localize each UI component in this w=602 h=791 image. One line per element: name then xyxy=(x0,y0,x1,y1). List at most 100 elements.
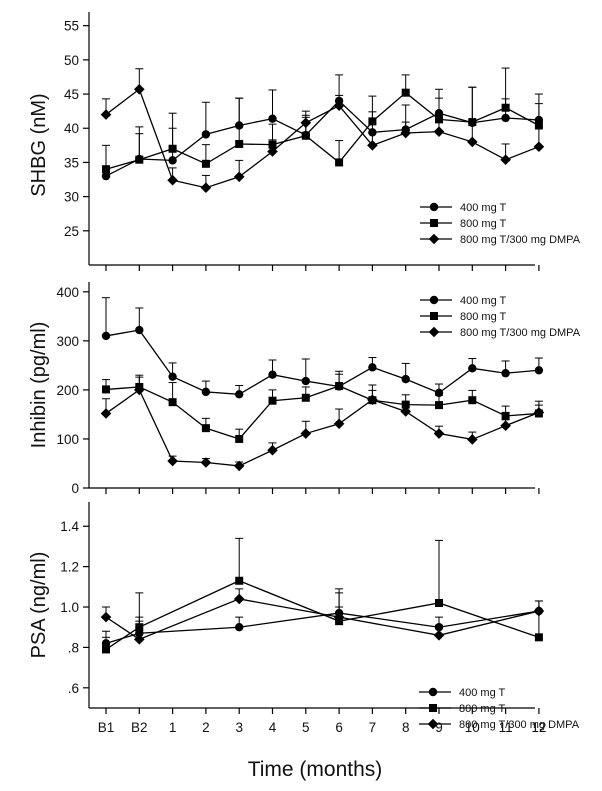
x-tick-label: B1 xyxy=(98,720,115,735)
data-point xyxy=(467,434,478,445)
legend-label: 400 mg T xyxy=(460,295,507,307)
legend: 400 mg T 800 mg T 800 mg T/300 mg DMPA xyxy=(420,202,581,246)
x-tick-label: 3 xyxy=(235,720,243,735)
series-line xyxy=(105,385,539,440)
legend-marker xyxy=(429,295,439,305)
data-point xyxy=(167,455,178,467)
data-point xyxy=(235,623,244,632)
y-tick-label: 100 xyxy=(56,432,79,447)
shared-x-axis: B1 B2 1 2 3 4 5 6 7 8 9 10 11 12 xyxy=(98,720,547,735)
x-axis-label: Time (months) xyxy=(248,758,383,781)
data-point xyxy=(102,645,110,654)
data-point xyxy=(102,165,110,174)
y-tick-label: 30 xyxy=(64,190,79,205)
data-point xyxy=(367,394,378,406)
x-tick-label: 12 xyxy=(531,720,546,735)
data-point xyxy=(167,174,178,186)
x-tick-label: 1 xyxy=(169,720,177,735)
data-point xyxy=(368,363,377,372)
x-tick-label: 2 xyxy=(202,720,210,735)
data-point xyxy=(468,364,477,373)
x-tick-label: 6 xyxy=(335,720,343,735)
series-800-mg-t-300-mg-dmpa xyxy=(100,588,545,645)
data-point xyxy=(301,393,310,402)
data-point xyxy=(200,457,212,468)
data-point xyxy=(300,117,312,129)
data-point xyxy=(500,154,511,165)
data-point xyxy=(501,411,510,420)
data-point xyxy=(501,113,510,123)
data-point xyxy=(501,369,510,378)
data-point xyxy=(134,634,145,645)
x-tick-label: 10 xyxy=(465,720,480,735)
y-tick-label: 400 xyxy=(56,285,79,300)
legend-label: 800 mg T/300 mg DMPA xyxy=(460,234,581,246)
x-tick-label: 9 xyxy=(435,720,443,735)
data-point xyxy=(267,444,278,456)
x-tick-label: 7 xyxy=(369,720,377,735)
data-point xyxy=(102,385,110,394)
data-point xyxy=(135,325,144,335)
data-point xyxy=(368,128,377,137)
data-point xyxy=(501,103,510,112)
data-point xyxy=(100,109,112,120)
data-point xyxy=(534,633,543,642)
legend-label: 800 mg T xyxy=(460,218,507,230)
series-800-mg-t xyxy=(102,537,543,654)
data-point xyxy=(100,408,112,419)
y-axis-label: SHBG (nM) xyxy=(28,93,50,196)
data-point xyxy=(267,146,278,157)
data-point xyxy=(401,374,410,384)
shbg-panel: 25 30 35 40 45 50 55 SHBG (nM) 400 mg T 800 mg T 8… xyxy=(28,12,581,271)
data-point xyxy=(400,127,411,139)
data-point xyxy=(533,605,545,617)
data-point xyxy=(467,136,478,148)
data-point xyxy=(367,140,378,151)
data-point xyxy=(400,406,411,417)
y-tick-label: 25 xyxy=(64,224,79,239)
series-800-mg-t xyxy=(102,370,543,443)
series-line xyxy=(105,88,540,189)
data-point xyxy=(534,121,543,130)
legend-marker xyxy=(428,687,438,697)
data-point xyxy=(333,611,345,623)
data-point xyxy=(301,131,310,140)
data-point xyxy=(300,428,312,439)
x-tick-label: B2 xyxy=(131,720,148,735)
data-point xyxy=(401,88,410,97)
data-point xyxy=(534,366,544,375)
series-line xyxy=(105,598,540,641)
legend-marker xyxy=(428,233,440,245)
data-point xyxy=(235,576,244,585)
data-point xyxy=(233,593,245,605)
data-point xyxy=(268,114,277,123)
series-400-mg-t xyxy=(101,592,544,648)
legend-label: 400 mg T xyxy=(460,202,507,214)
data-point xyxy=(335,381,344,390)
data-point xyxy=(435,598,443,607)
psa-panel: .6 .8 1.0 1.2 1.4 PSA (ng/ml) 400 mg T 800 mg T… xyxy=(28,502,580,731)
data-point xyxy=(233,171,245,183)
y-tick-label: 45 xyxy=(64,87,79,102)
y-axis-label: Inhibin (pg/ml) xyxy=(28,322,50,449)
data-point xyxy=(333,418,345,430)
x-tick-label: 5 xyxy=(302,720,310,735)
y-tick-label: 300 xyxy=(56,334,79,349)
data-point xyxy=(134,384,145,396)
series-800-mg-t xyxy=(102,67,543,174)
y-tick-label: 0 xyxy=(71,481,79,496)
inhibin-panel: 0 100 200 300 400 Inhibin (pg/ml) 400 mg T 800 … xyxy=(28,282,581,496)
data-point xyxy=(335,158,344,167)
series-800-mg-t-300-mg-dmpa xyxy=(100,68,545,194)
data-point xyxy=(235,390,244,399)
data-point xyxy=(201,130,211,139)
legend-marker xyxy=(428,326,440,338)
data-point xyxy=(135,155,144,164)
data-point xyxy=(268,396,277,405)
legend: 400 mg T 800 mg T 800 mg T/300 mg DMPA xyxy=(419,687,580,731)
y-tick-label: .8 xyxy=(68,640,79,655)
data-point xyxy=(435,401,443,410)
series-400-mg-t xyxy=(101,74,544,181)
data-point xyxy=(433,126,445,137)
